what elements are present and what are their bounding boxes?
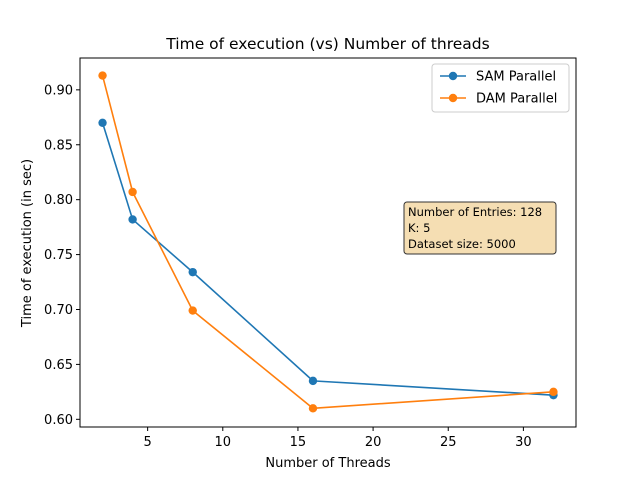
y-tick-label: 0.90 [44, 83, 73, 98]
legend-label: DAM Parallel [476, 92, 557, 107]
data-point [549, 387, 558, 397]
y-tick-label: 0.85 [44, 138, 73, 153]
y-tick-label: 0.75 [44, 248, 73, 263]
data-point [128, 215, 137, 224]
x-tick-label: 25 [440, 435, 457, 450]
chart-title: Time of execution (vs) Number of threads [165, 35, 489, 53]
info-box [403, 201, 557, 255]
data-point [128, 187, 137, 197]
plot-frame [79, 57, 577, 428]
info-text-line: K: 5 [408, 221, 430, 235]
x-tick-label: 30 [515, 435, 532, 450]
data-point [188, 267, 197, 277]
x-tick-label: 20 [365, 435, 382, 450]
legend-box [431, 63, 570, 113]
data-point [308, 376, 318, 386]
data-point [188, 306, 197, 315]
info-text-line: Dataset size: 5000 [408, 237, 516, 251]
x-tick-label: 10 [215, 435, 232, 450]
legend-label: SAM Parallel [476, 70, 556, 85]
x-tick-label: 15 [290, 435, 307, 450]
x-axis-label: Number of Threads [265, 456, 390, 471]
y-tick-label: 0.65 [44, 358, 73, 373]
y-tick-label: 0.80 [44, 193, 73, 208]
y-axis-label: Time of execution (in sec) [20, 159, 35, 328]
y-tick-label: 0.60 [44, 413, 73, 428]
x-tick-label: 5 [143, 435, 151, 450]
legend-marker [448, 93, 458, 103]
y-tick-label: 0.70 [44, 303, 73, 318]
info-text-line: Number of Entries: 128 [408, 205, 542, 219]
data-point [98, 118, 107, 127]
legend-marker [448, 71, 458, 81]
data-point [98, 71, 107, 80]
data-point [308, 404, 318, 413]
